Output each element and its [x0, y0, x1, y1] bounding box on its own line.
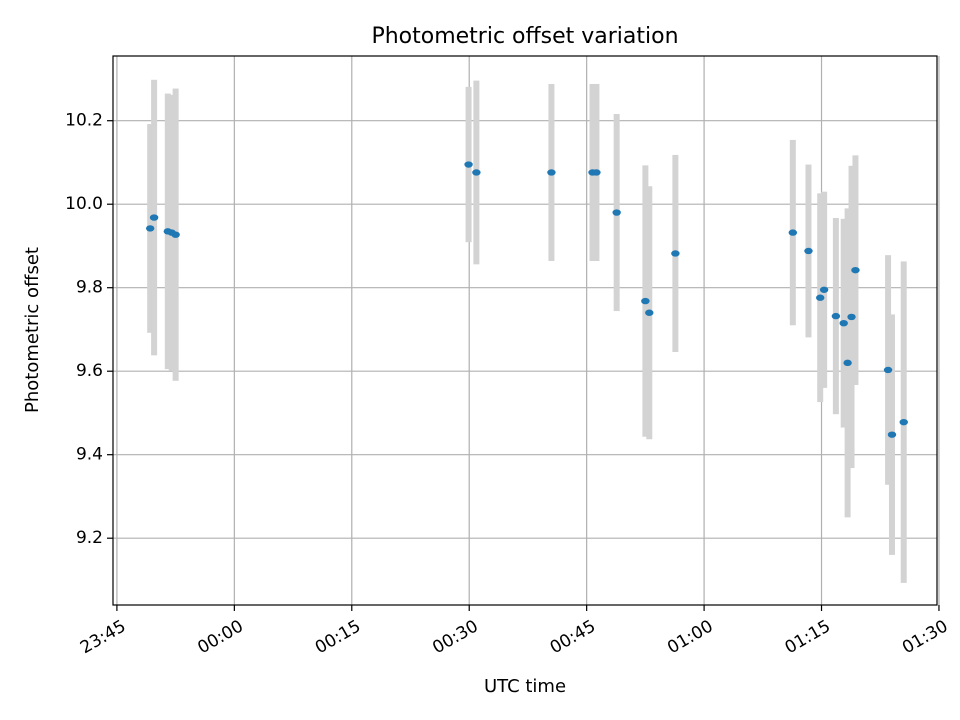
- data-point: [804, 247, 813, 255]
- x-axis-label: UTC time: [484, 676, 566, 697]
- data-point: [788, 229, 798, 236]
- x-tick-label: 01:30: [899, 616, 951, 658]
- x-tick-label: 00:15: [312, 616, 364, 658]
- x-tick-label: 01:00: [664, 616, 716, 658]
- plot-frame: [112, 55, 938, 606]
- data-point: [671, 250, 680, 257]
- y-axis: 9.2 9.4 9.6 9.8 10.0 10.2: [65, 111, 113, 548]
- grid: [113, 56, 940, 605]
- y-tick-label: 10.2: [65, 111, 103, 131]
- data-point: [145, 225, 155, 232]
- error-bars: [147, 79, 907, 583]
- data-point: [847, 313, 856, 321]
- data-point: [887, 431, 897, 438]
- data-point: [645, 309, 654, 316]
- x-axis: 23:45 00:00 00:15 00:30 00:45 01:00 01:15 01:30: [77, 605, 951, 658]
- x-tick-label: 01:15: [782, 616, 834, 658]
- data-point: [592, 169, 601, 176]
- data-point: [816, 294, 825, 301]
- data-point: [883, 366, 893, 374]
- data-point: [831, 312, 841, 320]
- data-point: [149, 214, 159, 221]
- y-tick-label: 10.0: [65, 194, 103, 214]
- data-point: [472, 169, 481, 176]
- x-tick-label: 23:45: [77, 616, 129, 658]
- data-point: [899, 418, 908, 426]
- y-tick-label: 9.8: [76, 278, 103, 298]
- data-point: [851, 266, 860, 274]
- data-point: [171, 231, 180, 238]
- data-point: [819, 286, 829, 293]
- chart-title: Photometric offset variation: [371, 24, 678, 49]
- y-tick-label: 9.4: [76, 445, 103, 465]
- x-tick-label: 00:45: [547, 616, 599, 658]
- y-tick-label: 9.2: [76, 528, 103, 548]
- y-tick-label: 9.6: [76, 361, 103, 381]
- data-point: [464, 161, 473, 168]
- data-point: [839, 319, 848, 327]
- x-tick-label: 00:00: [194, 616, 246, 658]
- data-point: [547, 169, 556, 176]
- data-point: [641, 297, 650, 305]
- data-point: [612, 209, 621, 216]
- data-points: [145, 161, 908, 438]
- data-point: [843, 359, 852, 367]
- y-axis-label: Photometric offset: [22, 247, 43, 413]
- x-tick-label: 00:30: [429, 616, 481, 658]
